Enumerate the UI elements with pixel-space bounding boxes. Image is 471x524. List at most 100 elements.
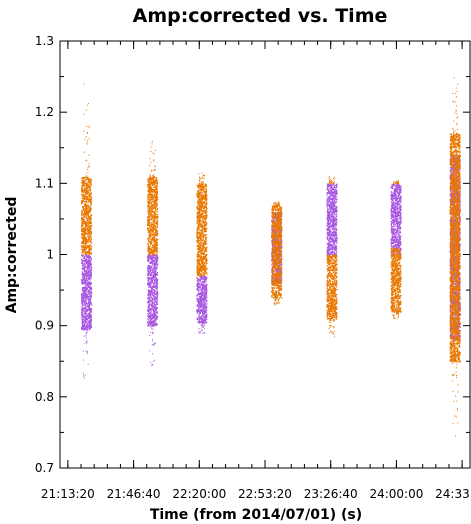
upper-point: [83, 198, 85, 200]
upper-point: [152, 245, 154, 247]
lower-point: [151, 259, 153, 261]
upper-point: [204, 236, 207, 238]
upper-point: [197, 262, 199, 264]
lower-point: [148, 271, 150, 273]
lower-point: [90, 273, 92, 275]
upper-point: [153, 237, 155, 239]
lower-point: [83, 301, 85, 303]
outlier-point: [85, 160, 87, 162]
upper-point: [90, 236, 92, 238]
upper-point: [199, 206, 202, 209]
lower-point: [88, 286, 90, 288]
upper-point: [201, 183, 203, 185]
upper-point: [154, 194, 156, 196]
lower-point: [147, 270, 149, 272]
upper-point: [151, 236, 153, 239]
upper-point: [84, 203, 87, 205]
lower-point: [155, 284, 157, 286]
upper-point: [87, 204, 89, 206]
upper-point: [199, 223, 201, 226]
upper-point: [205, 199, 207, 201]
upper-point: [87, 177, 89, 180]
upper-point: [147, 240, 150, 242]
upper-point: [200, 255, 202, 257]
lower-point: [148, 315, 150, 317]
outlier-point: [200, 183, 202, 185]
lower-point: [198, 305, 200, 307]
lower-point: [204, 309, 206, 311]
lower-point: [83, 319, 85, 322]
lower-point: [85, 306, 87, 308]
lower-point: [154, 258, 157, 260]
upper-point: [156, 197, 158, 199]
lower-point: [147, 257, 149, 259]
upper-point: [155, 179, 157, 181]
outlier-point: [154, 359, 156, 361]
outlier-point: [84, 374, 86, 376]
lower-point: [86, 328, 88, 330]
upper-point: [81, 199, 84, 201]
upper-point: [87, 201, 90, 203]
upper-point: [155, 231, 158, 233]
upper-point: [197, 274, 200, 276]
outlier-point: [199, 323, 201, 325]
lower-point: [150, 321, 152, 324]
upper-point: [147, 250, 149, 252]
lower-point: [153, 311, 155, 313]
lower-point: [81, 271, 84, 273]
lower-point: [88, 259, 90, 262]
outlier-point: [86, 143, 88, 145]
lower-point: [148, 310, 151, 312]
lower-point: [86, 266, 88, 268]
lower-point: [89, 270, 92, 272]
lower-point: [157, 257, 159, 259]
upper-point: [85, 241, 87, 243]
upper-point: [197, 254, 200, 256]
upper-point: [198, 204, 200, 206]
lower-point: [156, 259, 158, 261]
lower-point: [157, 292, 159, 294]
upper-point: [204, 218, 206, 221]
upper-point: [206, 262, 208, 264]
lower-point: [203, 276, 205, 278]
upper-point: [200, 245, 202, 247]
outlier-point: [83, 329, 85, 331]
upper-point: [83, 223, 85, 225]
upper-point: [86, 187, 88, 189]
upper-point: [155, 239, 158, 242]
upper-point: [89, 185, 91, 187]
upper-point: [200, 270, 203, 272]
lower-point: [90, 269, 93, 271]
lower-point: [87, 296, 89, 298]
lower-point: [156, 307, 158, 309]
lower-point: [206, 315, 208, 318]
lower-point: [87, 267, 90, 269]
upper-point: [205, 229, 207, 232]
upper-point: [83, 221, 85, 223]
lower-point: [147, 270, 149, 272]
lower-point: [154, 269, 156, 271]
upper-point: [82, 228, 84, 230]
lower-point: [197, 321, 199, 323]
lower-point: [90, 277, 92, 279]
outlier-point: [86, 168, 88, 170]
lower-point: [197, 284, 199, 286]
upper-point: [202, 216, 204, 219]
upper-point: [196, 200, 199, 203]
lower-point: [81, 319, 84, 322]
lower-point: [201, 288, 204, 290]
upper-point: [84, 243, 87, 245]
upper-point: [86, 224, 89, 226]
upper-point: [204, 223, 206, 225]
outlier-point: [149, 173, 151, 175]
lower-point: [148, 314, 150, 316]
upper-point: [206, 215, 208, 218]
upper-point: [83, 247, 86, 250]
upper-point: [149, 187, 151, 189]
upper-point: [83, 220, 85, 223]
lower-point: [86, 258, 88, 261]
upper-point: [89, 193, 91, 195]
lower-point: [147, 282, 149, 284]
upper-point: [87, 229, 89, 231]
upper-point: [83, 227, 85, 229]
